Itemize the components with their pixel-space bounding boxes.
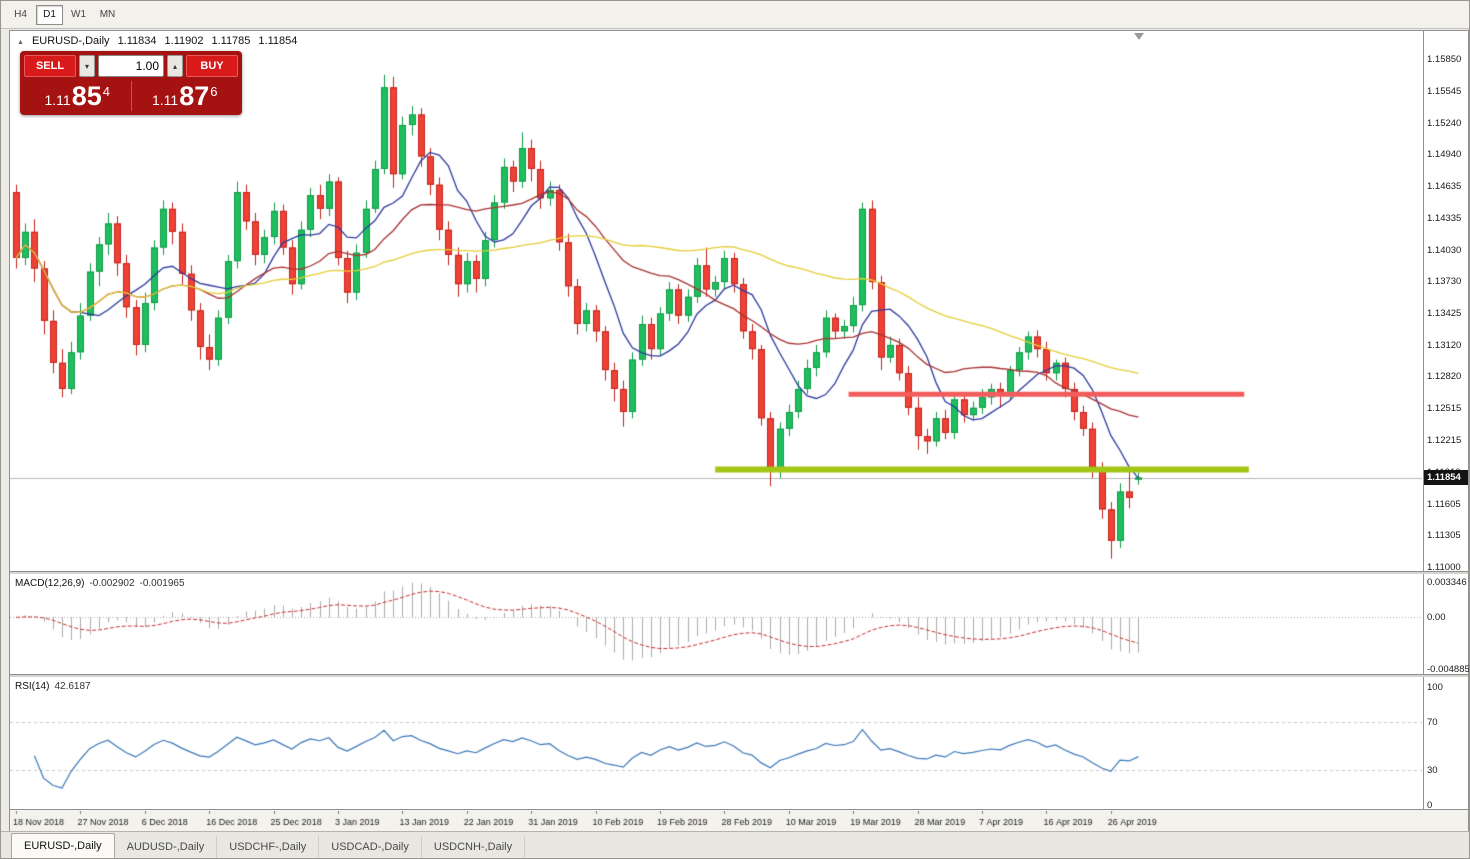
current-price-tag: 1.11854	[1424, 469, 1468, 485]
price-axis-label: 1.12515	[1427, 403, 1462, 415]
macd-indicator-label: MACD(12,26,9) -0.002902 -0.001965	[15, 578, 185, 589]
price-axis-label: 1.14335	[1427, 212, 1462, 224]
price-axis-label: 1.15850	[1427, 54, 1462, 65]
ohlc-open: 1.11834	[117, 35, 157, 47]
price-axis-label: 1.14635	[1427, 181, 1462, 193]
timeframe-mn-button[interactable]: MN	[94, 5, 121, 25]
volume-input[interactable]	[98, 55, 164, 77]
ohlc-close: 1.11854	[258, 35, 298, 47]
rsi-axis-label: 70	[1427, 717, 1438, 729]
timeframe-w1-button[interactable]: W1	[65, 5, 92, 25]
macd-panel-canvas[interactable]	[10, 574, 1422, 675]
price-axis-label: 1.13120	[1427, 339, 1462, 351]
sell-price[interactable]: 1.11 85 4	[24, 81, 131, 111]
macd-axis-label: 0.003346	[1427, 577, 1467, 588]
buy-price-point: 6	[210, 84, 218, 99]
macd-axis-label: -0.004885	[1427, 664, 1470, 675]
rsi-indicator-label: RSI(14) 42.6187	[15, 681, 91, 692]
sell-button[interactable]: SELL	[24, 55, 76, 77]
price-axis-label: 1.12820	[1427, 371, 1462, 383]
price-axis-label: 1.13425	[1427, 308, 1462, 319]
price-axis-label: 1.14940	[1427, 149, 1462, 161]
price-axis-label: 1.12215	[1427, 434, 1462, 446]
price-axis-label: 1.11605	[1427, 498, 1461, 510]
chart-shift-marker-icon[interactable]	[1134, 33, 1144, 40]
price-axis[interactable]: 1.15850 1.15545 1.15240 1.14940 1.14635 1.143…	[1423, 31, 1470, 831]
time-axis[interactable]	[10, 809, 1468, 831]
price-axis-label: 1.15545	[1427, 85, 1462, 97]
volume-increase-button[interactable]: ▴	[167, 55, 183, 77]
time-axis-canvas	[10, 811, 1422, 831]
chart-title: ▲ EURUSD-,Daily 1.11834 1.11902 1.11785 …	[17, 35, 297, 47]
sell-price-point: 4	[102, 84, 110, 99]
chart-title-arrow-icon: ▲	[17, 39, 24, 46]
trade-panel-controls: SELL ▾ ▴ BUY	[24, 55, 238, 77]
tab-usdcad-daily[interactable]: USDCAD-,Daily	[319, 836, 422, 858]
rsi-axis-label: 100	[1427, 682, 1443, 693]
tab-eurusd-daily[interactable]: EURUSD-,Daily	[11, 833, 115, 858]
chevron-up-icon: ▴	[172, 61, 177, 71]
buy-price[interactable]: 1.11 87 6	[132, 81, 239, 111]
sell-price-pips: 85	[71, 81, 102, 111]
main-chart-canvas[interactable]	[10, 31, 1422, 571]
buy-button[interactable]: BUY	[186, 55, 238, 77]
price-axis-label: 1.11305	[1427, 530, 1461, 542]
rsi-panel-canvas[interactable]	[10, 677, 1422, 809]
trade-panel-prices: 1.11 85 4 1.11 87 6	[24, 81, 238, 111]
rsi-axis-label: 30	[1427, 764, 1438, 776]
price-axis-label: 1.15240	[1427, 117, 1462, 129]
sell-price-base: 1.11	[44, 92, 71, 108]
panel-separator[interactable]	[10, 674, 1468, 677]
macd-axis-label: 0.00	[1427, 612, 1446, 624]
timeframe-d1-button[interactable]: D1	[36, 4, 63, 25]
panel-separator[interactable]	[10, 571, 1468, 574]
price-axis-label: 1.13730	[1427, 276, 1462, 288]
chart-tabs-bar: EURUSD-,Daily AUDUSD-,Daily USDCHF-,Dail…	[1, 831, 1469, 858]
volume-decrease-button[interactable]: ▾	[79, 55, 95, 77]
buy-price-pips: 87	[179, 81, 210, 111]
timeframe-h4-button[interactable]: H4	[7, 5, 34, 25]
rsi-axis-label: 0	[1427, 800, 1433, 811]
timeframe-toolbar: H4 D1 W1 MN	[1, 1, 1469, 29]
buy-price-base: 1.11	[152, 92, 179, 108]
tab-usdcnh-daily[interactable]: USDCNH-,Daily	[422, 836, 526, 858]
price-axis-label: 1.11000	[1427, 562, 1461, 573]
ohlc-high: 1.11902	[164, 35, 204, 47]
chart-window: 1.15850 1.15545 1.15240 1.14940 1.14635 1.143…	[9, 30, 1469, 832]
tab-audusd-daily[interactable]: AUDUSD-,Daily	[115, 836, 218, 858]
tab-usdchf-daily[interactable]: USDCHF-,Daily	[217, 836, 320, 858]
ohlc-low: 1.11785	[211, 35, 251, 47]
price-divider	[130, 81, 132, 111]
price-axis-label: 1.14030	[1427, 244, 1462, 256]
chart-symbol-label: EURUSD-,Daily	[31, 35, 110, 47]
chevron-down-icon: ▾	[84, 61, 89, 71]
